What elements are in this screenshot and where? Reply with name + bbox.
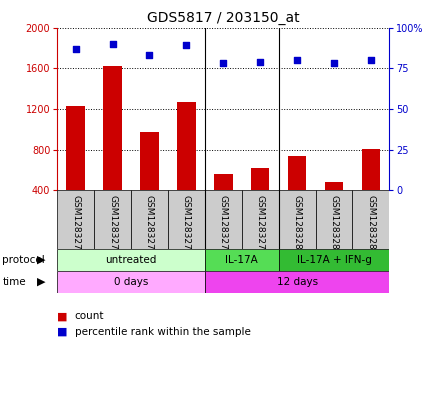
Text: ■: ■	[57, 327, 68, 337]
Bar	[205, 190, 242, 248]
Bar	[279, 248, 389, 271]
Bar	[279, 190, 315, 248]
Bar	[251, 168, 269, 190]
Bar	[131, 190, 168, 248]
Text: GSM1283275: GSM1283275	[108, 195, 117, 255]
Text: GSM1283278: GSM1283278	[219, 195, 228, 255]
Point	[330, 60, 337, 66]
Text: untreated: untreated	[105, 255, 157, 264]
Bar	[362, 149, 380, 190]
Bar	[352, 190, 389, 248]
Bar	[315, 190, 352, 248]
Bar	[168, 190, 205, 248]
Text: IL-17A: IL-17A	[225, 255, 258, 264]
Bar	[66, 106, 85, 190]
Text: GSM1283279: GSM1283279	[256, 195, 265, 255]
Point	[183, 42, 190, 49]
Bar	[325, 182, 343, 190]
Point	[220, 60, 227, 66]
Text: protocol: protocol	[2, 255, 45, 264]
Text: percentile rank within the sample: percentile rank within the sample	[75, 327, 251, 337]
Text: ▶: ▶	[37, 277, 46, 287]
Point	[109, 40, 116, 47]
Bar	[57, 248, 205, 271]
Point	[293, 57, 301, 63]
Bar	[288, 156, 306, 190]
Bar	[57, 190, 94, 248]
Bar	[205, 271, 389, 293]
Bar	[94, 190, 131, 248]
Point	[257, 59, 264, 65]
Text: 0 days: 0 days	[114, 277, 148, 287]
Bar	[205, 248, 279, 271]
Text: IL-17A + IFN-g: IL-17A + IFN-g	[297, 255, 371, 264]
Text: GSM1283281: GSM1283281	[330, 195, 338, 255]
Text: 12 days: 12 days	[277, 277, 318, 287]
Bar	[103, 66, 122, 190]
Text: GSM1283276: GSM1283276	[145, 195, 154, 255]
Text: ■: ■	[57, 311, 68, 321]
Text: count: count	[75, 311, 104, 321]
Bar	[177, 102, 196, 190]
Point	[146, 52, 153, 58]
Bar	[242, 190, 279, 248]
Text: GSM1283274: GSM1283274	[71, 195, 80, 255]
Text: GSM1283282: GSM1283282	[367, 195, 375, 255]
Text: time: time	[2, 277, 26, 287]
Bar	[140, 132, 159, 190]
Bar	[214, 174, 232, 190]
Text: GSM1283280: GSM1283280	[293, 195, 302, 255]
Bar	[57, 271, 205, 293]
Point	[367, 57, 374, 63]
Point	[72, 46, 79, 52]
Title: GDS5817 / 203150_at: GDS5817 / 203150_at	[147, 11, 300, 25]
Text: ▶: ▶	[37, 255, 46, 264]
Text: GSM1283277: GSM1283277	[182, 195, 191, 255]
